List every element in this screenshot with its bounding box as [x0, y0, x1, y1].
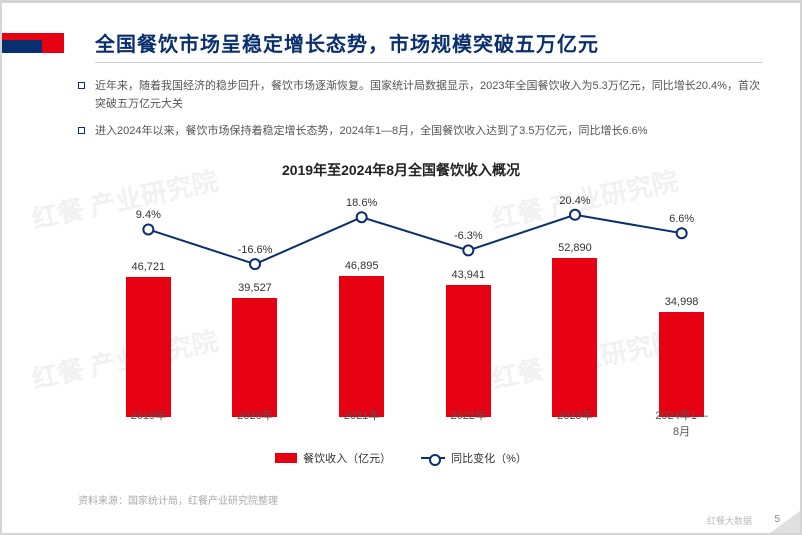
line-marker — [143, 224, 153, 234]
line-value-label: -6.3% — [454, 230, 483, 242]
page-number: 5 — [774, 514, 780, 525]
bar-value-label: 52,890 — [558, 242, 592, 254]
x-axis-label: 2024年1—8月 — [654, 407, 709, 439]
bullet-item: 进入2024年以来，餐饮市场保持着稳定增长态势，2024年1—8月，全国餐饮收入… — [78, 123, 762, 141]
x-axis-label: 2019年 — [121, 407, 176, 439]
bars-container: 46,721 39,527 46,895 43,941 52,890 34,998 — [95, 237, 735, 417]
page-title: 全国餐饮市场呈稳定增长态势，市场规模突破五万亿元 — [95, 28, 599, 57]
bar-group: 34,998 — [654, 296, 709, 417]
bar — [552, 258, 597, 417]
bar — [659, 312, 704, 417]
legend-line-swatch — [421, 452, 445, 464]
chart-area: 46,721 39,527 46,895 43,941 52,890 34,998 201… — [95, 192, 735, 442]
line-value-label: -16.6% — [238, 244, 273, 256]
bar-value-label: 46,721 — [132, 261, 166, 273]
bar-group: 43,941 — [441, 269, 496, 417]
x-axis-label: 2022年 — [441, 407, 496, 439]
line-value-label: 18.6% — [346, 197, 377, 209]
bullet-icon — [78, 82, 85, 89]
border-top — [0, 0, 802, 3]
bar-value-label: 39,527 — [238, 282, 272, 294]
title-underline — [95, 62, 762, 63]
bar-value-label: 34,998 — [665, 296, 699, 308]
x-axis-label: 2021年 — [334, 407, 389, 439]
bullet-text: 近年来，随着我国经济的稳步回升，餐饮市场逐渐恢复。国家统计局数据显示，2023年… — [95, 78, 762, 113]
bullet-text: 进入2024年以来，餐饮市场保持着稳定增长态势，2024年1—8月，全国餐饮收入… — [95, 123, 648, 141]
source-text: 资料来源：国家统计局，红餐产业研究院整理 — [78, 492, 278, 507]
bullet-icon — [78, 127, 85, 134]
bar — [339, 276, 384, 417]
bar — [232, 298, 277, 417]
footer-logo: 红餐大数据 — [707, 514, 752, 527]
bullet-item: 近年来，随着我国经济的稳步回升，餐饮市场逐渐恢复。国家统计局数据显示，2023年… — [78, 78, 762, 113]
line-marker — [357, 212, 367, 222]
bar-group: 39,527 — [227, 282, 282, 417]
bar — [446, 285, 491, 417]
x-axis-label: 2023年 — [547, 407, 602, 439]
legend-line: 同比变化（%） — [421, 450, 527, 466]
bar-value-label: 43,941 — [451, 269, 485, 281]
chart-title: 2019年至2024年8月全国餐饮收入概况 — [0, 160, 802, 180]
legend-bar: 餐饮收入（亿元） — [275, 450, 391, 466]
bar-group: 46,895 — [334, 260, 389, 417]
line-value-label: 6.6% — [669, 213, 694, 225]
legend-bar-swatch — [275, 453, 297, 463]
bar-group: 46,721 — [121, 261, 176, 417]
x-axis-label: 2020年 — [227, 407, 282, 439]
x-axis-labels: 2019年 2020年 2021年 2022年 2023年 2024年1—8月 — [95, 407, 735, 439]
legend-bar-label: 餐饮收入（亿元） — [303, 450, 391, 466]
bar — [126, 277, 171, 417]
line-value-label: 20.4% — [559, 195, 590, 207]
line-value-label: 9.4% — [136, 209, 161, 221]
bar-value-label: 46,895 — [345, 260, 379, 272]
header-blue-tab — [2, 40, 42, 53]
line-marker — [570, 210, 580, 220]
bullet-list: 近年来，随着我国经济的稳步回升，餐饮市场逐渐恢复。国家统计局数据显示，2023年… — [78, 78, 762, 151]
legend-line-label: 同比变化（%） — [451, 450, 527, 466]
bar-group: 52,890 — [547, 242, 602, 417]
chart-legend: 餐饮收入（亿元） 同比变化（%） — [0, 450, 802, 466]
